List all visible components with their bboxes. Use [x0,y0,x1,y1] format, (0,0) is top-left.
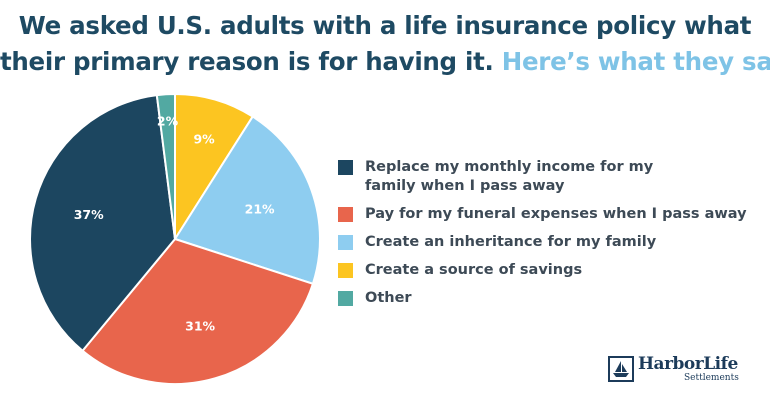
legend-swatch-0 [338,160,353,175]
legend-item-3: Create a source of savings [338,261,758,280]
legend: Replace my monthly income for my family … [338,158,758,317]
legend-label-0: Replace my monthly income for my family … [365,159,654,194]
pie-slice-label-4: 2% [157,113,179,128]
pie-slice-1 [173,115,321,286]
title-line-2: their primary reason is for having it. H… [0,44,770,80]
logo-name: HarborLife [638,354,738,374]
pie-slice-4 [155,92,176,240]
legend-label-3: Create a source of savings [365,262,583,278]
title-line-1: We asked U.S. adults with a life insuran… [18,11,752,40]
pie-slice-0 [174,92,255,243]
pie-slice-label-3: 37% [74,207,104,222]
title-line-2-main: their primary reason is for having it. [0,47,494,76]
pie-slice-2 [81,237,315,385]
chart-title: We asked U.S. adults with a life insuran… [0,8,770,80]
pie-slice-label-1: 21% [245,202,275,217]
legend-label-2: Create an inheritance for my family [365,234,657,250]
legend-item-2: Create an inheritance for my family [338,233,758,252]
pie-slice-label-2: 31% [185,318,215,333]
pie-slices [29,92,321,385]
legend-label-4: Other [365,290,412,306]
pie-slice-3 [29,94,177,353]
legend-swatch-3 [338,263,353,278]
logo-subtitle: Settlements [684,373,739,383]
logo-text: HarborLife Settlements [638,355,739,383]
pie-labels: 9% 21% 31% 37% 2% [74,113,275,333]
legend-item-0: Replace my monthly income for my family … [338,158,758,196]
legend-label-1: Pay for my funeral expenses when I pass … [365,206,747,222]
legend-swatch-4 [338,291,353,306]
lighthouse-boat-icon [608,356,634,382]
legend-item-4: Other [338,289,758,308]
legend-swatch-1 [338,207,353,222]
title-line-2-accent: Here’s what they said: [501,47,770,76]
pie-slice-label-0: 9% [193,132,215,147]
legend-item-1: Pay for my funeral expenses when I pass … [338,205,758,224]
legend-swatch-2 [338,235,353,250]
harborlife-logo: HarborLife Settlements [608,352,758,386]
